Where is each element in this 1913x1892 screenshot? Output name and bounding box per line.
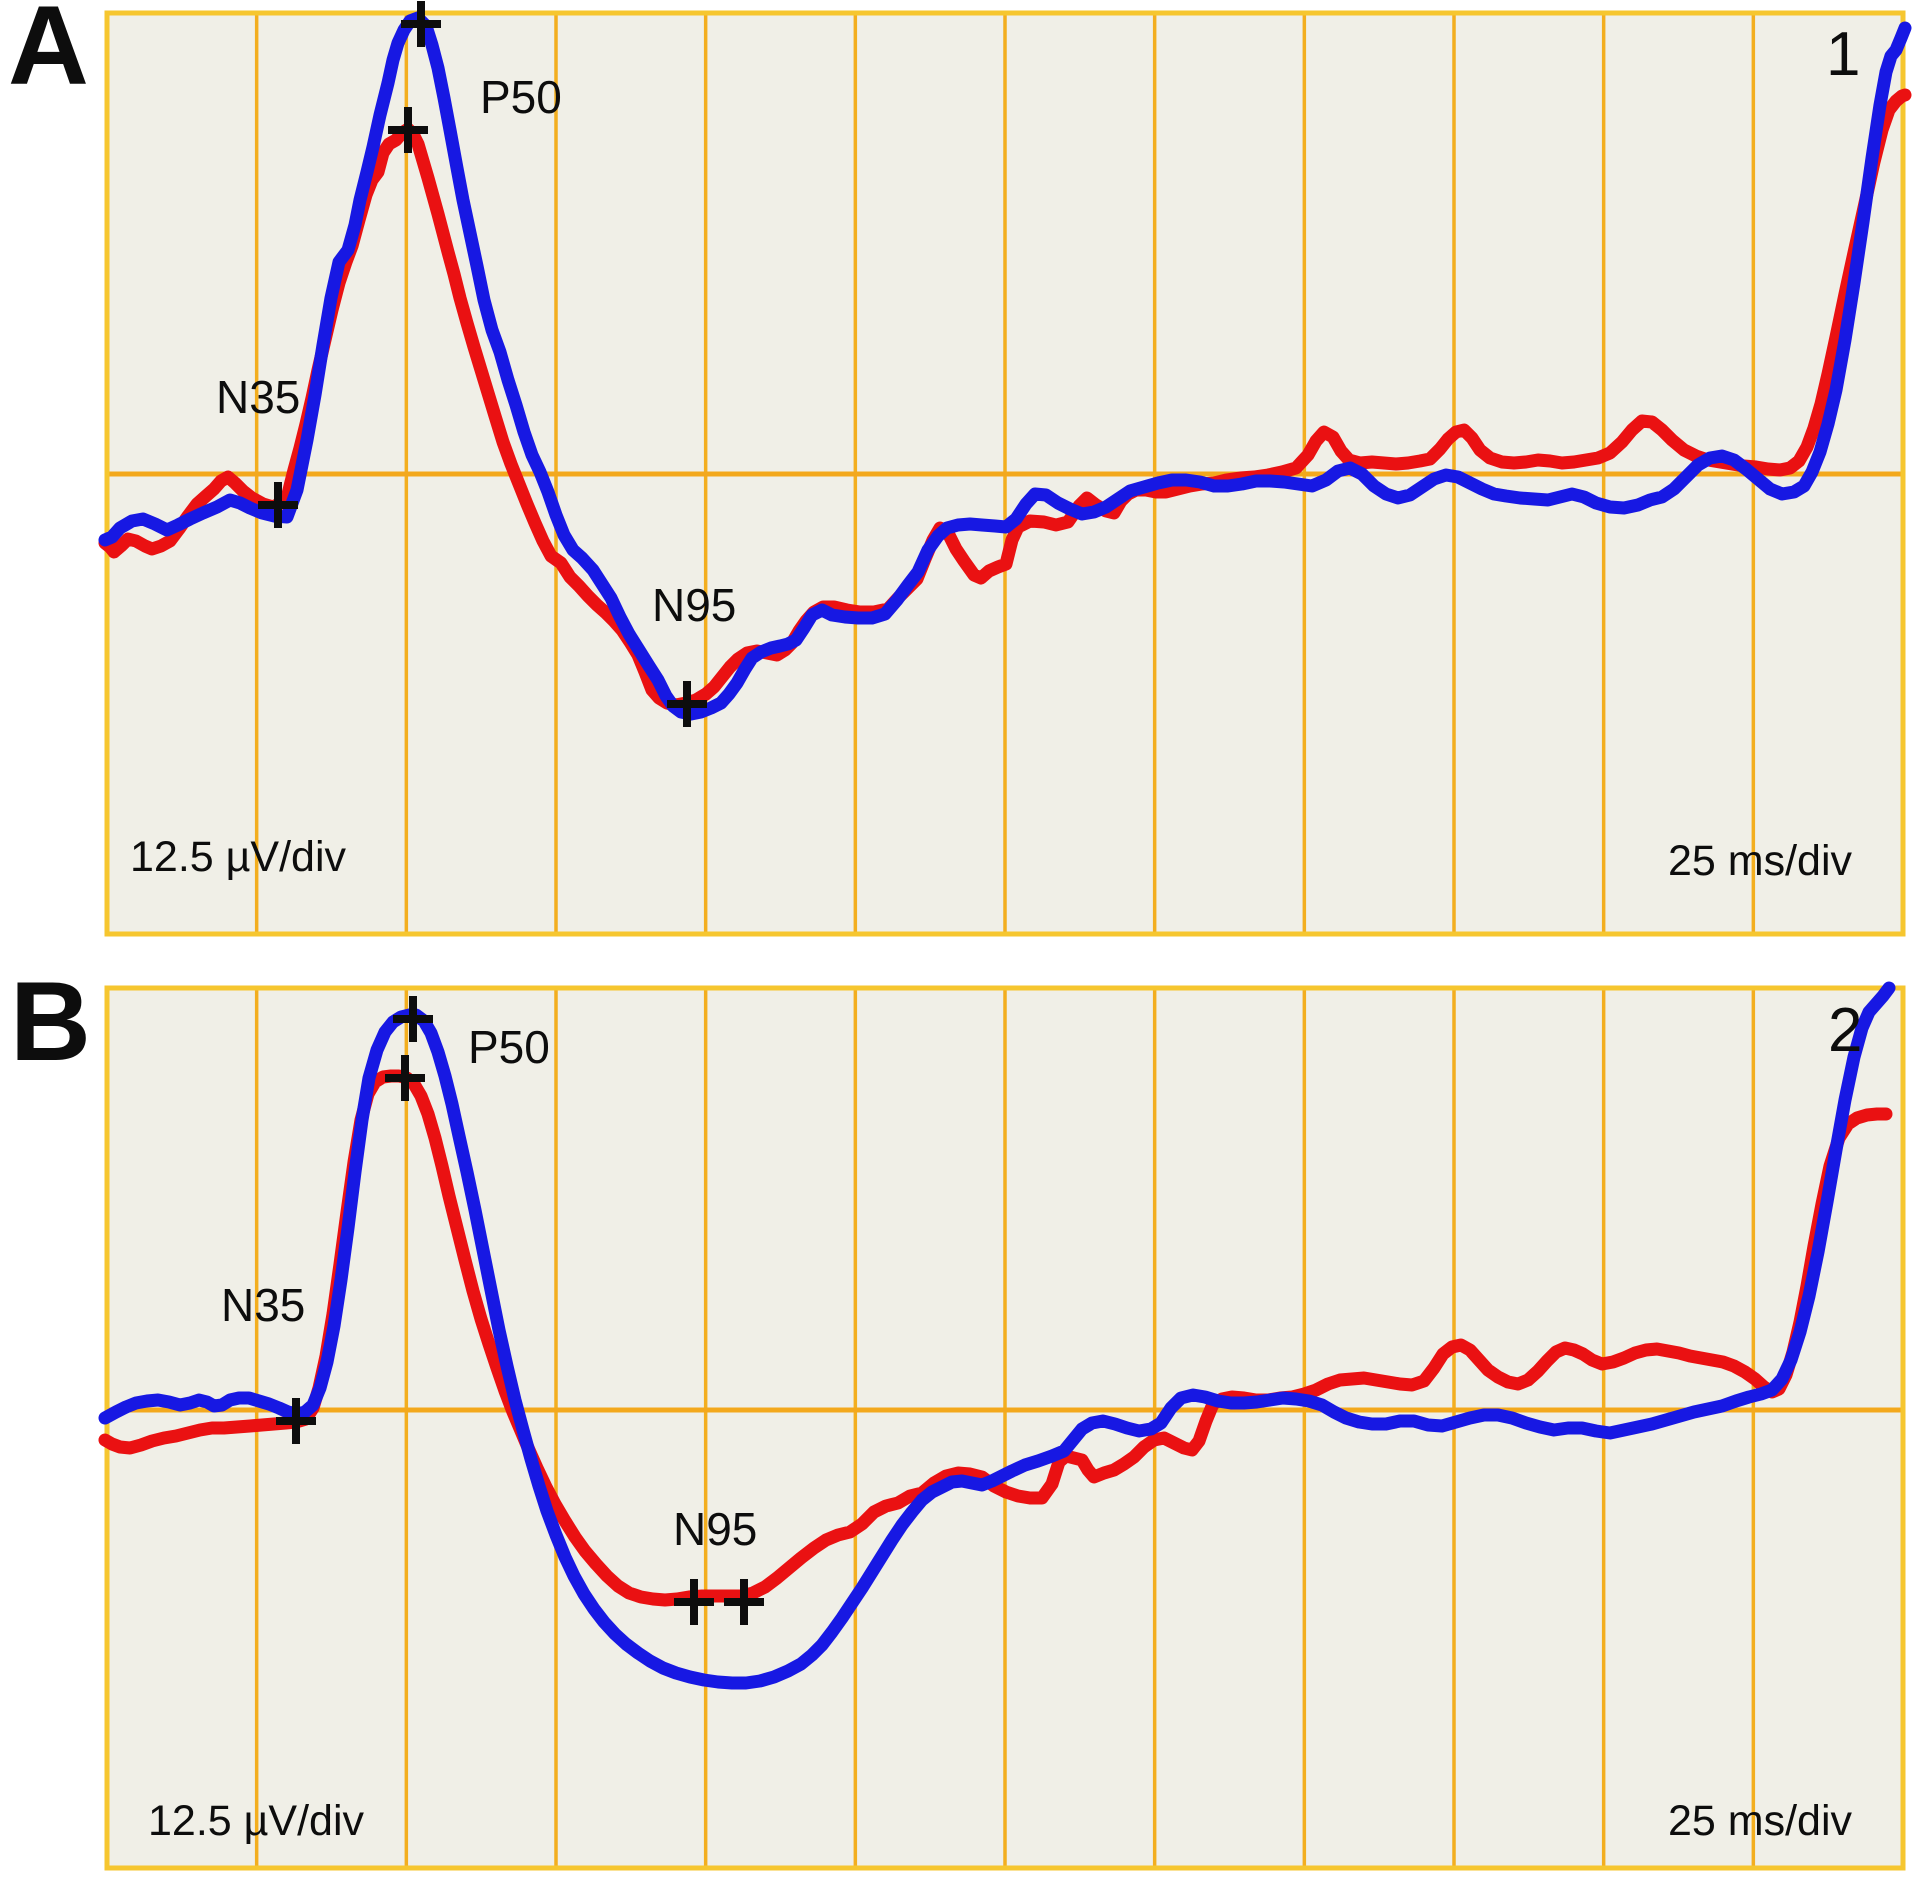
panel-B-cursor-N35	[276, 1398, 316, 1444]
panel-B-border	[104, 985, 1906, 1871]
panel-a-n95-label: N95	[652, 579, 737, 631]
panel-b-n95-label: N95	[673, 1503, 758, 1555]
panel-A-group	[98, 1, 1912, 937]
panel-a-p50-label: P50	[480, 71, 562, 123]
panel-b-p50-label: P50	[468, 1021, 550, 1073]
panel-B-cursor-N95-right	[724, 1579, 764, 1625]
panel-B-blue-trace	[98, 981, 1896, 1690]
panel-a-voltage-scale-label: 12.5 µV/div	[130, 833, 347, 881]
panel-A-blue-trace	[98, 11, 1912, 721]
panel-B-cursor-P50-blue	[393, 996, 433, 1042]
panel-a-n35-label: N35	[216, 371, 301, 423]
panel-B-group	[98, 981, 1906, 1871]
panel-b-voltage-scale-label: 12.5 µV/div	[148, 1797, 365, 1845]
panel-a-time-scale-label: 25 ms/div	[1668, 837, 1853, 885]
panel-b-time-scale-label: 25 ms/div	[1668, 1797, 1853, 1845]
panel-a-letter: A	[8, 0, 89, 108]
panel-b-trace-number: 2	[1828, 996, 1863, 1065]
panel-a-trace-number: 1	[1826, 20, 1861, 89]
panel-b-letter: B	[10, 959, 91, 1084]
panel-b-n35-label: N35	[221, 1279, 306, 1331]
panel-A-border	[104, 10, 1906, 937]
panel-B-cursor-P50-red	[385, 1055, 425, 1101]
panel-A-cursor-N35	[258, 482, 298, 528]
panel-B-cursor-N95-left	[674, 1579, 714, 1625]
panel-A-cursor-P50-blue	[401, 1, 441, 47]
panel-A-cursor-N95	[667, 681, 707, 727]
panel-A-cursor-P50-red	[388, 107, 428, 153]
